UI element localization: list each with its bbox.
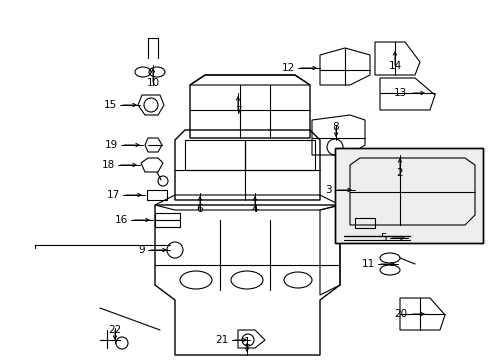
Text: 6: 6 bbox=[196, 204, 203, 214]
Text: 17: 17 bbox=[106, 190, 120, 200]
Text: 20: 20 bbox=[393, 309, 406, 319]
Bar bbox=[147, 190, 167, 200]
Text: 11: 11 bbox=[361, 259, 374, 269]
Bar bbox=[334, 148, 482, 243]
Text: 1: 1 bbox=[243, 337, 250, 347]
Bar bbox=[334, 148, 482, 243]
Text: 4: 4 bbox=[251, 204, 258, 214]
Text: 14: 14 bbox=[387, 61, 401, 71]
Bar bbox=[155, 213, 180, 227]
Text: 3: 3 bbox=[325, 185, 331, 195]
Text: 8: 8 bbox=[332, 122, 339, 132]
Text: 7: 7 bbox=[234, 106, 241, 116]
Text: 22: 22 bbox=[108, 325, 122, 335]
Text: 12: 12 bbox=[281, 63, 294, 73]
Text: 13: 13 bbox=[393, 88, 406, 98]
Text: 19: 19 bbox=[104, 140, 118, 150]
Text: 9: 9 bbox=[138, 245, 145, 255]
Text: 18: 18 bbox=[102, 160, 115, 170]
Text: 2: 2 bbox=[396, 168, 403, 178]
Text: 10: 10 bbox=[146, 78, 159, 88]
Text: 21: 21 bbox=[215, 335, 228, 345]
Text: 5: 5 bbox=[380, 233, 386, 243]
Text: 16: 16 bbox=[115, 215, 128, 225]
Text: 15: 15 bbox=[103, 100, 117, 110]
